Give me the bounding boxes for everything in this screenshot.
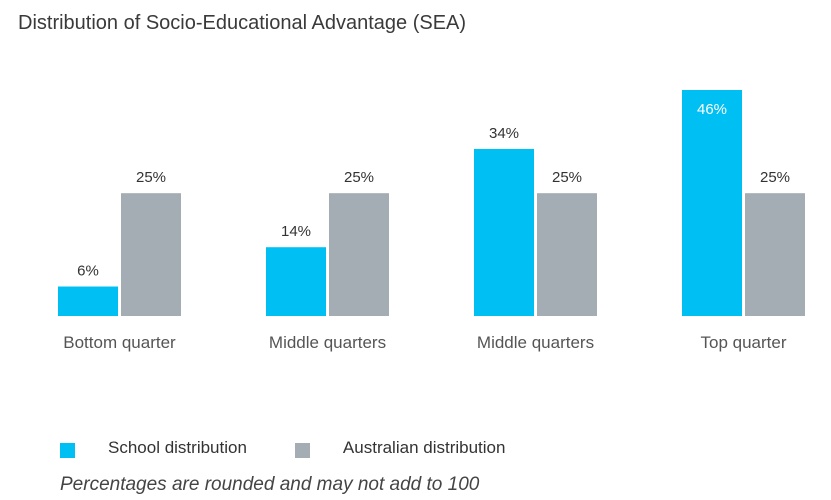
category-label-0: Bottom quarter (63, 333, 176, 352)
legend-item-school: School distribution (60, 438, 247, 458)
bar-school-0 (58, 286, 118, 316)
data-label-school-3: 46% (697, 101, 727, 118)
bar-school-1 (266, 247, 326, 316)
footnote: Percentages are rounded and may not add … (60, 474, 480, 495)
data-label-school-0: 6% (77, 263, 99, 280)
data-label-australian-3: 25% (760, 169, 790, 186)
category-label-1: Middle quarters (269, 333, 386, 352)
legend-swatch-school (60, 442, 75, 458)
category-label-3: Top quarter (701, 333, 787, 352)
bar-school-2 (474, 148, 534, 316)
data-label-school-2: 34% (489, 125, 519, 142)
chart-legend: School distribution Australian distribut… (60, 438, 505, 458)
bar-school-3 (682, 90, 742, 316)
data-label-school-1: 14% (281, 223, 311, 240)
category-label-2: Middle quarters (477, 333, 594, 352)
bar-australian-0 (121, 193, 181, 316)
data-label-australian-0: 25% (136, 169, 166, 186)
bar-australian-1 (329, 193, 389, 316)
legend-label-school: School distribution (108, 438, 247, 457)
data-label-australian-1: 25% (344, 169, 374, 186)
chart-title: Distribution of Socio-Educational Advant… (18, 12, 467, 34)
legend-item-australian: Australian distribution (294, 438, 506, 458)
bar-australian-3 (745, 193, 805, 316)
data-label-australian-2: 25% (552, 169, 582, 186)
legend-swatch-australian (294, 442, 310, 458)
bar-australian-2 (537, 193, 597, 316)
legend-label-australian: Australian distribution (342, 438, 506, 457)
